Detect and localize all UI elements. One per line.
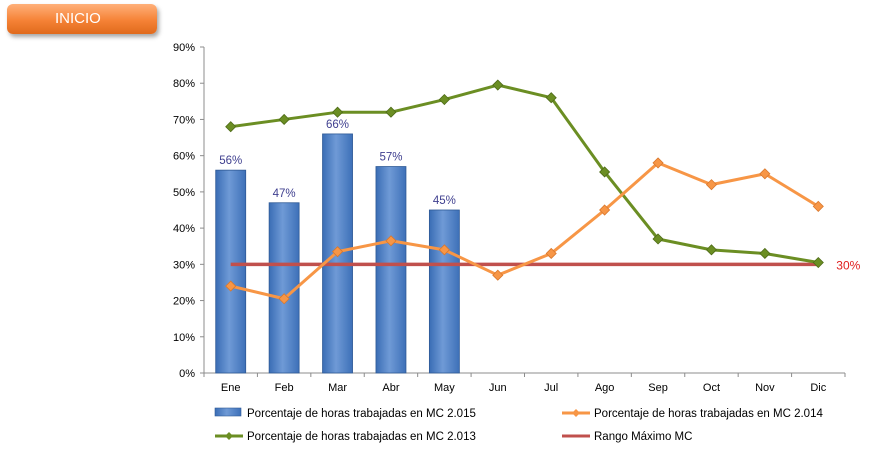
- bar: [215, 169, 247, 374]
- bar-data-label: 45%: [433, 195, 456, 207]
- series-2013-point: [385, 106, 397, 118]
- series-2013-point: [705, 244, 718, 256]
- series-2014-point: [438, 244, 450, 256]
- bar-data-label: 66%: [326, 119, 349, 131]
- series-2014-point: [599, 204, 611, 216]
- x-tick-label: Oct: [703, 382, 720, 394]
- legend-item-2013: Porcentaje de horas trabajadas en MC 2.0…: [215, 431, 476, 443]
- x-tick-label: Ene: [221, 382, 241, 394]
- x-tick-label: Sep: [648, 382, 668, 394]
- bar: [428, 209, 460, 374]
- series-2014-point: [278, 293, 290, 305]
- y-tick-label: 20%: [173, 296, 195, 308]
- x-tick-label: Jun: [489, 382, 507, 394]
- bar-data-label: 47%: [273, 188, 296, 200]
- series-2013-point: [438, 93, 450, 106]
- bar-data-label: 57%: [379, 152, 402, 164]
- legend-label: Porcentaje de horas trabajadas en MC 2.0…: [247, 408, 476, 420]
- series-2014-point: [385, 235, 397, 247]
- series-2014-point: [705, 179, 718, 191]
- legend-item-2014: Porcentaje de horas trabajadas en MC 2.0…: [562, 408, 823, 420]
- reference-line-label: 30%: [836, 258, 860, 272]
- y-tick-label: 10%: [173, 332, 195, 344]
- legend-item-rango: Rango Máximo MC: [562, 431, 692, 443]
- legend-marker: [225, 432, 233, 440]
- series-2013-line: [230, 83, 819, 265]
- y-tick-label: 90%: [173, 42, 195, 54]
- legend-label: Rango Máximo MC: [594, 431, 692, 443]
- series-2013-point: [652, 233, 664, 245]
- series-2014-point: [225, 280, 237, 292]
- legend-swatch: [214, 407, 242, 417]
- series-2013-point: [545, 92, 557, 104]
- y-tick-label: 80%: [173, 78, 195, 90]
- x-tick-label: Ago: [595, 382, 615, 394]
- x-tick-label: May: [434, 382, 455, 394]
- series-2013-point: [599, 166, 611, 178]
- series-2014-point: [652, 157, 664, 169]
- y-tick-label: 70%: [173, 114, 195, 126]
- y-tick-label: 50%: [173, 187, 195, 199]
- series-2014-line: [230, 161, 820, 301]
- bar: [375, 166, 407, 374]
- x-tick-label: Mar: [328, 382, 347, 394]
- y-tick-label: 40%: [173, 223, 195, 235]
- x-tick-label: Jul: [544, 382, 558, 394]
- series-2014-point: [331, 246, 344, 258]
- series-2013-point: [759, 247, 771, 260]
- series-2014-point: [759, 168, 771, 180]
- bar-data-label: 56%: [219, 155, 242, 167]
- series-2014-point: [545, 247, 557, 260]
- legend-marker: [572, 409, 580, 417]
- series-2014-point: [812, 200, 824, 212]
- y-tick-label: 30%: [173, 259, 195, 271]
- x-tick-label: Dic: [810, 382, 826, 394]
- series-2013-point: [812, 256, 824, 269]
- x-tick-label: Nov: [755, 382, 775, 394]
- x-tick-label: Abr: [382, 382, 399, 394]
- series-2013-point: [278, 113, 290, 126]
- bar: [268, 202, 300, 374]
- series-2013-point: [331, 106, 344, 118]
- legend-label: Porcentaje de horas trabajadas en MC 2.0…: [247, 431, 476, 443]
- series-2013-point: [492, 79, 504, 91]
- inicio-button[interactable]: INICIO: [7, 4, 157, 34]
- y-tick-label: 0%: [179, 368, 195, 380]
- series-2014-point: [492, 269, 504, 281]
- legend-label: Porcentaje de horas trabajadas en MC 2.0…: [594, 408, 823, 420]
- series-2013-point: [225, 121, 237, 133]
- x-tick-label: Feb: [275, 382, 294, 394]
- y-tick-label: 60%: [173, 151, 195, 163]
- legend-item-2015: Porcentaje de horas trabajadas en MC 2.0…: [214, 407, 476, 420]
